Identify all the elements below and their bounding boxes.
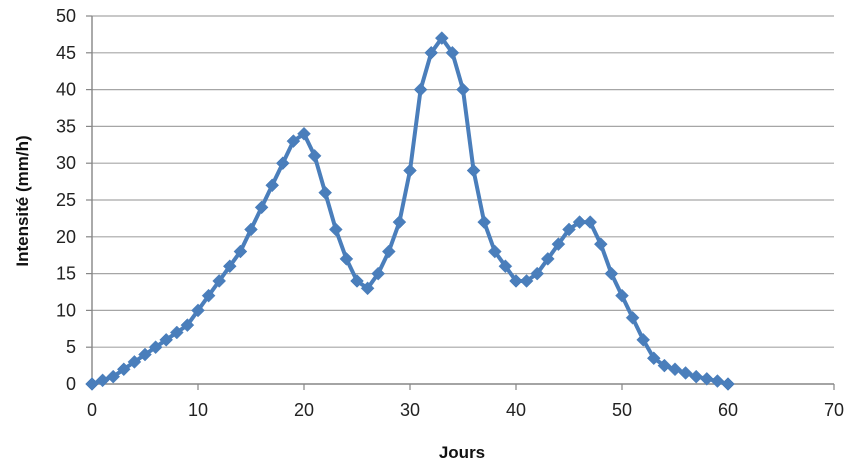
data-point-diamond-icon — [509, 274, 523, 288]
data-point-diamond-icon — [328, 222, 343, 237]
data-point-diamond-icon — [275, 156, 290, 171]
data-point-diamond-icon — [604, 266, 619, 281]
data-point-diamond-icon — [657, 358, 672, 373]
data-point-diamond-icon — [392, 215, 407, 229]
data-point-diamond-icon — [477, 215, 492, 229]
y-tick-label: 25 — [56, 190, 76, 210]
x-tick-labels: 0 10 20 30 40 50 60 70 — [87, 400, 844, 420]
y-tick-label: 5 — [66, 337, 76, 357]
data-point-diamond-icon — [721, 377, 735, 391]
data-point-diamond-icon — [265, 178, 280, 193]
data-point-diamond-icon — [466, 163, 481, 178]
data-point-diamond-icon — [339, 252, 354, 266]
y-tick-label: 30 — [56, 153, 76, 173]
data-point-diamond-icon — [254, 200, 269, 215]
y-tick-label: 40 — [56, 80, 76, 100]
data-point-diamond-icon — [456, 82, 470, 97]
data-point-diamond-icon — [159, 332, 174, 347]
data-point-diamond-icon — [519, 274, 534, 288]
data-point-diamond-icon — [530, 266, 545, 281]
x-tick-label: 70 — [824, 400, 844, 420]
data-point-diamond-icon — [180, 318, 195, 332]
data-point-diamond-icon — [413, 82, 428, 97]
data-point-diamond-icon — [212, 274, 227, 288]
data-point-diamond-icon — [593, 237, 608, 252]
data-point-diamond-icon — [583, 215, 598, 229]
data-point-diamond-icon — [350, 274, 364, 288]
data-point-diamond-icon — [615, 288, 629, 303]
data-point-diamond-icon — [551, 237, 566, 252]
y-tick-label: 0 — [66, 374, 76, 394]
data-point-diamond-icon — [233, 244, 248, 259]
data-point-diamond-icon — [138, 347, 152, 362]
gridlines — [92, 15, 834, 348]
x-tick-label: 50 — [612, 400, 632, 420]
data-point-diamond-icon — [445, 45, 460, 60]
data-point-diamond-icon — [106, 369, 121, 384]
data-point-diamond-icon — [487, 244, 502, 259]
data-point-diamond-icon — [95, 373, 110, 388]
data-point-diamond-icon — [222, 259, 237, 274]
data-point-diamond-icon — [562, 222, 576, 237]
data-point-diamond-icon — [191, 303, 205, 318]
y-tick-label: 50 — [56, 6, 76, 26]
y-tick-label: 10 — [56, 300, 76, 320]
data-point-diamond-icon — [678, 366, 693, 380]
data-point-diamond-icon — [297, 126, 311, 141]
x-tick-label: 20 — [294, 400, 314, 420]
y-tick-label: 15 — [56, 264, 76, 284]
data-point-diamond-icon — [646, 351, 661, 366]
x-tick-label: 0 — [87, 400, 97, 420]
x-tick-label: 10 — [188, 400, 208, 420]
axes — [86, 15, 835, 390]
x-tick-label: 40 — [506, 400, 526, 420]
data-point-diamond-icon — [689, 369, 704, 384]
data-point-diamond-icon — [424, 45, 439, 60]
y-tick-label: 35 — [56, 116, 76, 136]
series-intensity — [85, 31, 735, 391]
data-point-diamond-icon — [434, 31, 449, 45]
data-point-diamond-icon — [540, 252, 555, 266]
data-point-diamond-icon — [307, 148, 322, 163]
data-point-diamond-icon — [636, 332, 651, 347]
data-point-diamond-icon — [201, 288, 216, 303]
data-point-diamond-icon — [699, 371, 714, 386]
data-point-diamond-icon — [318, 185, 333, 200]
data-point-diamond-icon — [668, 362, 682, 377]
data-point-diamond-icon — [244, 222, 258, 237]
data-point-diamond-icon — [286, 134, 301, 148]
x-tick-label: 30 — [400, 400, 420, 420]
data-point-diamond-icon — [381, 244, 396, 259]
data-point-diamond-icon — [148, 340, 163, 355]
y-axis-title: Intensité (mm/h) — [13, 135, 32, 266]
x-axis-title: Jours — [439, 443, 485, 462]
data-point-diamond-icon — [498, 259, 513, 274]
data-point-diamond-icon — [625, 310, 640, 325]
data-point-diamond-icon — [710, 374, 725, 388]
data-point-diamond-icon — [371, 266, 386, 281]
y-tick-label: 45 — [56, 43, 76, 63]
y-tick-label: 20 — [56, 227, 76, 247]
data-point-diamond-icon — [572, 215, 587, 229]
x-tick-label: 60 — [718, 400, 738, 420]
y-tick-labels: 0 5 10 15 20 25 30 35 40 45 50 — [56, 6, 76, 394]
data-point-diamond-icon — [116, 362, 131, 377]
data-point-diamond-icon — [403, 163, 417, 178]
data-point-diamond-icon — [85, 377, 99, 391]
data-point-diamond-icon — [169, 325, 184, 340]
data-point-diamond-icon — [360, 281, 375, 296]
data-point-diamond-icon — [127, 355, 142, 369]
